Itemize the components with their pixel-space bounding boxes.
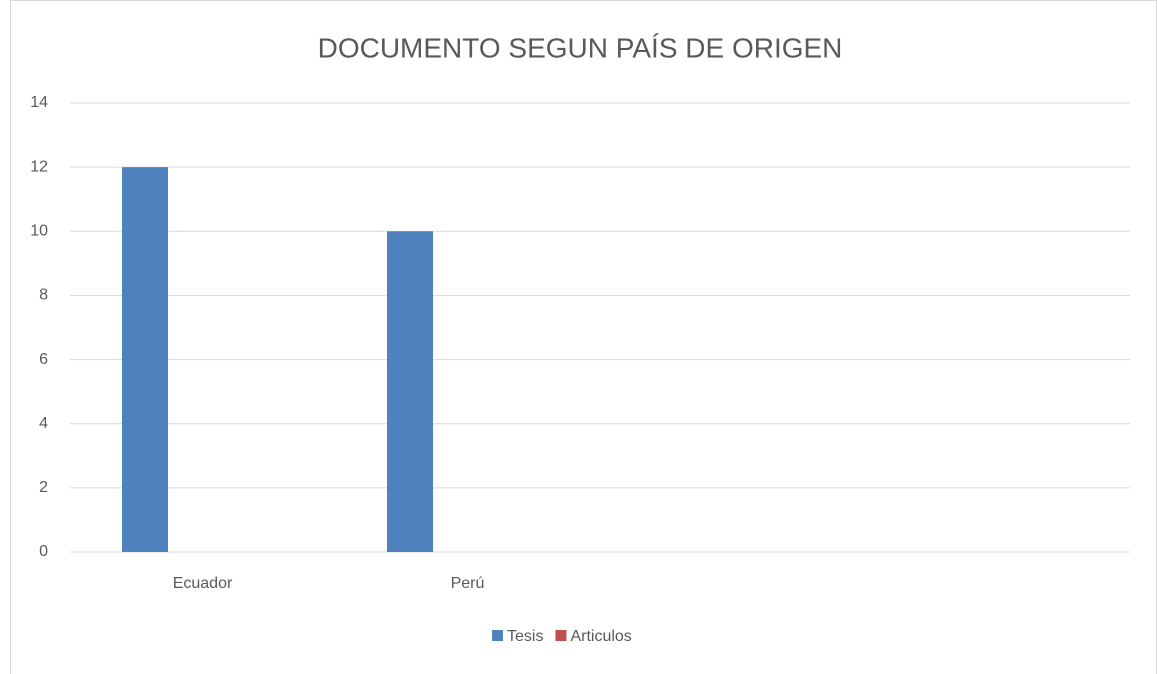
legend-label: Tesis [507, 628, 543, 645]
y-tick-label: 6 [39, 351, 48, 368]
bar [387, 231, 433, 553]
legend-label: Articulos [570, 628, 631, 645]
y-tick-label: 2 [39, 479, 48, 496]
y-tick-label: 0 [39, 543, 48, 560]
legend-swatch [492, 630, 503, 641]
bar [122, 167, 168, 552]
chart-border [10, 0, 1157, 674]
x-tick-label: Perú [451, 575, 485, 592]
chart-title: DOCUMENTO SEGUN PAÍS DE ORIGEN [318, 32, 843, 63]
y-tick-label: 8 [39, 287, 48, 304]
y-tick-label: 14 [30, 94, 48, 111]
y-tick-label: 10 [30, 223, 48, 240]
y-tick-label: 4 [39, 415, 48, 432]
legend-swatch [555, 630, 567, 641]
y-tick-label: 12 [30, 158, 48, 175]
x-tick-label: Ecuador [173, 575, 233, 592]
